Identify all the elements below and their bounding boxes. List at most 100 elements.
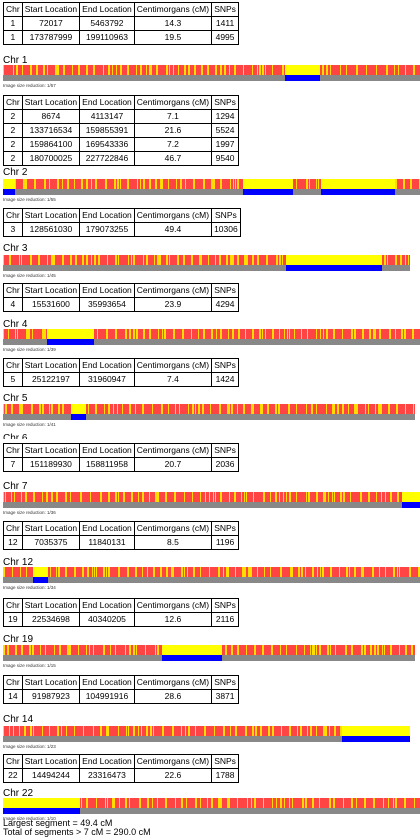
cell: 9540: [211, 151, 240, 166]
stripe: [140, 179, 141, 189]
column-header: End Location: [79, 598, 135, 613]
chromosome-bar: [3, 726, 410, 736]
cell: 4113147: [79, 109, 135, 124]
stripe: [264, 567, 265, 577]
stripe: [309, 179, 310, 189]
column-header: SNPs: [211, 598, 240, 613]
stripe: [275, 492, 277, 502]
cell: 22.6: [133, 768, 213, 783]
stripe: [403, 179, 405, 189]
stripe: [233, 179, 234, 189]
stripe: [141, 726, 142, 736]
stripe: [129, 404, 131, 414]
stripe: [133, 726, 135, 736]
stripe: [413, 65, 415, 75]
match-highlight: [47, 329, 94, 339]
stripe: [284, 798, 285, 808]
match-segment: [71, 414, 86, 420]
stripe: [229, 492, 230, 502]
stripe: [232, 255, 234, 265]
segment-table: Chr Start Location End Location Centimorgan…: [3, 521, 240, 550]
cell: 1: [3, 30, 23, 45]
stripe: [172, 726, 174, 736]
stripe: [237, 179, 239, 189]
cell: 4294: [211, 297, 240, 312]
stripe: [235, 567, 236, 577]
stripe: [345, 645, 347, 655]
stripe: [83, 726, 84, 736]
stripe: [182, 329, 184, 339]
stripe: [369, 329, 371, 339]
stripe: [383, 798, 384, 808]
stripe: [146, 65, 147, 75]
segment-table: Chr Start Location End Location Centimorgan…: [3, 95, 240, 166]
stripe: [226, 567, 228, 577]
stripe: [243, 65, 244, 75]
stripe: [220, 329, 222, 339]
stripe: [183, 255, 185, 265]
stripe: [232, 329, 234, 339]
stripe: [88, 404, 89, 414]
match-track: [3, 808, 420, 814]
stripe: [36, 65, 38, 75]
stripe: [123, 492, 125, 502]
stripe: [133, 645, 135, 655]
stripe: [405, 404, 406, 414]
image-reduction-note: Image size reduction: 1/55: [3, 197, 56, 202]
stripe: [117, 404, 118, 414]
stripe: [272, 65, 273, 75]
stripe: [54, 645, 55, 655]
column-header: End Location: [79, 95, 135, 110]
stripe: [316, 404, 317, 414]
stripe: [330, 65, 331, 75]
cell: 151189930: [21, 457, 81, 472]
stripe: [125, 329, 127, 339]
match-highlight: [285, 65, 320, 75]
cell: 173787999: [21, 30, 81, 45]
stripe: [107, 798, 108, 808]
stripe: [408, 255, 409, 265]
chromosome-label: Chr 6: [3, 433, 28, 439]
stripe: [265, 65, 266, 75]
column-header: Start Location: [21, 598, 81, 613]
stripe: [373, 798, 375, 808]
stripe: [149, 329, 151, 339]
stripe: [165, 492, 167, 502]
cell: 7.2: [133, 137, 213, 152]
cell: 179073255: [79, 222, 135, 237]
stripe: [16, 65, 18, 75]
chromosome-label: Chr 4: [3, 319, 28, 330]
stripe: [276, 255, 278, 265]
stripe: [135, 404, 136, 414]
stripe: [213, 179, 215, 189]
stripe: [388, 404, 390, 414]
stripe: [384, 255, 386, 265]
stripe: [332, 404, 334, 414]
stripe: [56, 492, 58, 502]
cell: 14: [3, 689, 23, 704]
stripe: [380, 404, 382, 414]
stripe: [118, 726, 119, 736]
stripe: [368, 404, 369, 414]
column-header: Chr: [3, 754, 23, 769]
cell: 46.7: [133, 151, 213, 166]
stripe: [136, 65, 137, 75]
stripe: [290, 567, 292, 577]
stripe: [25, 492, 27, 502]
stripe: [320, 329, 321, 339]
cell: 159864100: [21, 137, 81, 152]
stripe: [198, 404, 200, 414]
match-track: [3, 265, 410, 271]
cell: 8674: [21, 109, 81, 124]
stripe: [9, 726, 10, 736]
cell: 133716534: [21, 123, 81, 138]
stripe: [112, 65, 113, 75]
cell: 1294: [211, 109, 240, 124]
stripe: [32, 329, 33, 339]
stripe: [72, 65, 73, 75]
stripe: [90, 492, 91, 502]
stripe: [202, 404, 204, 414]
stripe: [3, 65, 4, 75]
stripe: [117, 179, 119, 189]
header-row: Chr Start Location End Location Centimorgan…: [3, 95, 240, 110]
